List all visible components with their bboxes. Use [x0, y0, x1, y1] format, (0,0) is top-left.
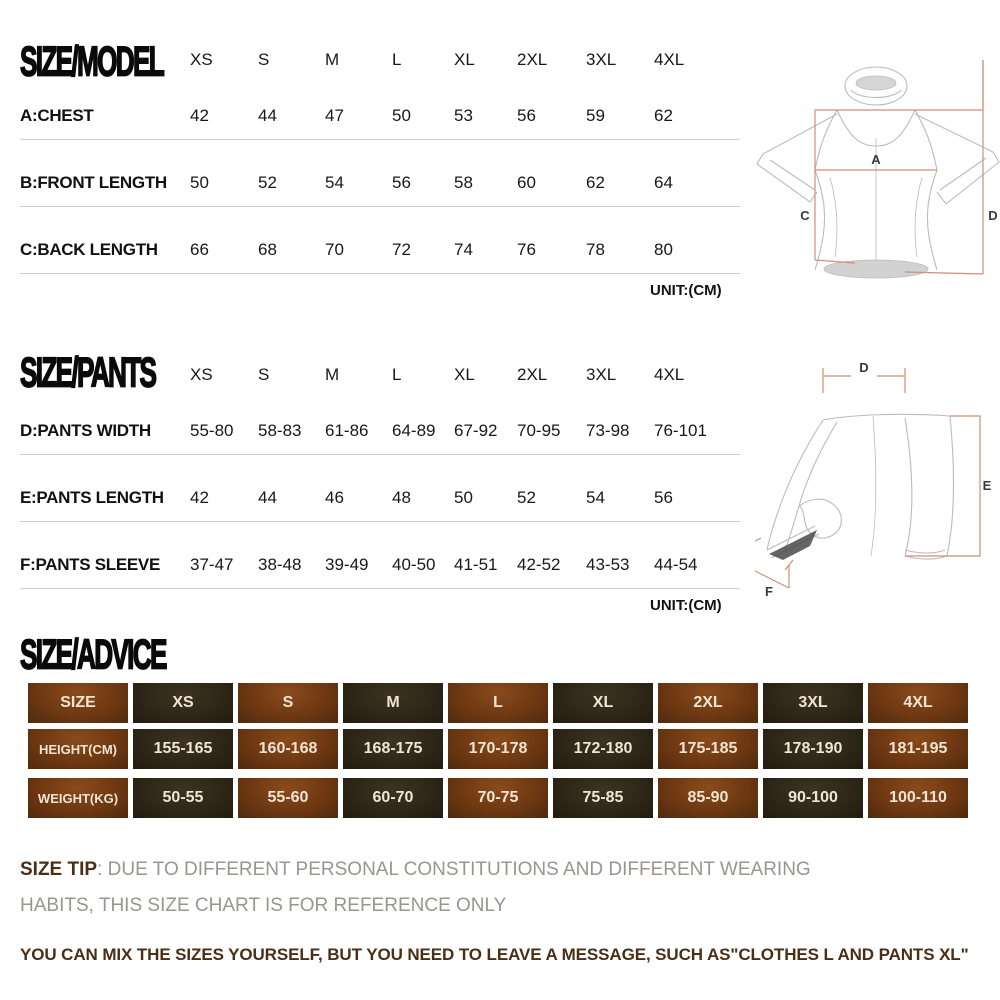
svg-text:A: A: [871, 152, 881, 167]
svg-text:F: F: [765, 584, 773, 599]
svg-text:D: D: [988, 208, 997, 223]
svg-text:E: E: [983, 478, 992, 493]
svg-text:C: C: [800, 208, 810, 223]
svg-text:D: D: [859, 360, 868, 375]
